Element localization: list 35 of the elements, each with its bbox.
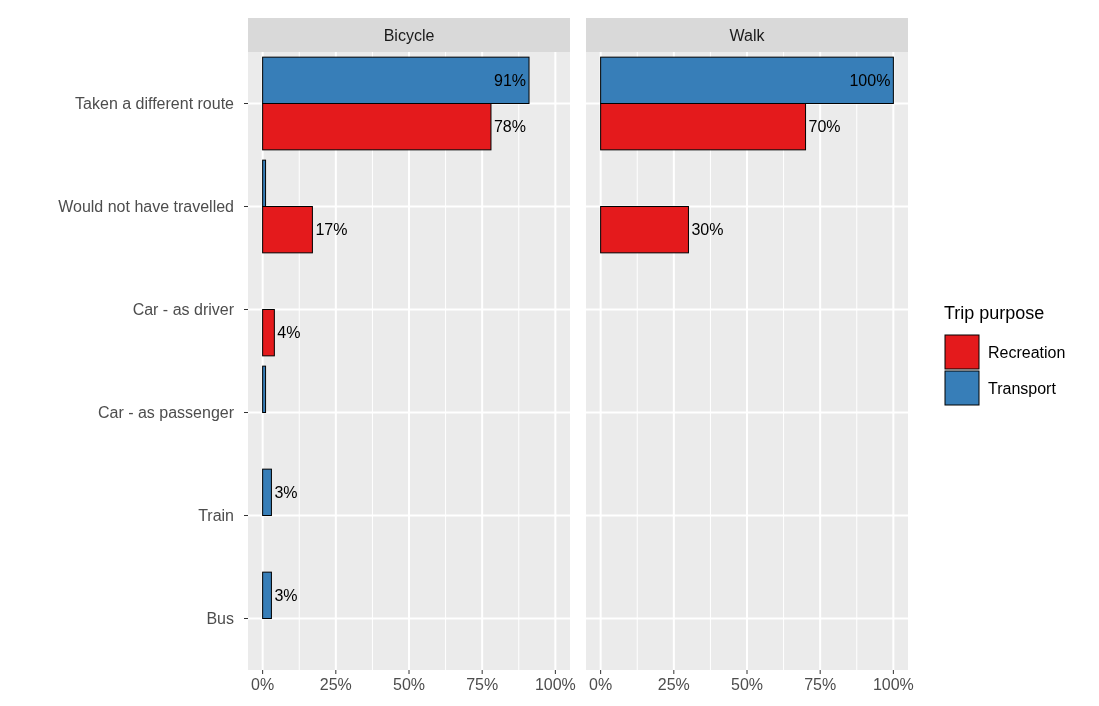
data-label: 100% bbox=[849, 71, 891, 89]
data-label: 91% bbox=[493, 71, 527, 89]
legend-label: Transport bbox=[988, 379, 1057, 397]
bar bbox=[262, 468, 272, 516]
data-label: 17% bbox=[315, 221, 348, 239]
x-tick-label: 25% bbox=[319, 676, 352, 693]
data-label: 70% bbox=[808, 118, 841, 136]
x-tick-label: 0% bbox=[251, 676, 275, 693]
data-label: 30% bbox=[691, 221, 724, 239]
x-tick-label: 50% bbox=[730, 676, 764, 693]
data-label: 3% bbox=[274, 483, 298, 501]
x-tick-label: 25% bbox=[657, 676, 690, 693]
x-tick-label: 75% bbox=[804, 676, 837, 693]
x-tick-label: 75% bbox=[466, 676, 499, 693]
x-tick-label: 50% bbox=[392, 676, 426, 693]
y-tick-label: Car - as driver bbox=[132, 301, 235, 319]
y-tick-label: Taken a different route bbox=[75, 95, 235, 113]
y-tick-label: Would not have travelled bbox=[58, 198, 234, 216]
bar bbox=[600, 206, 689, 254]
legend-label: Recreation bbox=[988, 343, 1066, 361]
y-tick-label: Train bbox=[198, 507, 234, 525]
data-label: 3% bbox=[274, 586, 298, 604]
bar bbox=[262, 309, 275, 357]
bar bbox=[262, 365, 267, 413]
data-label: 78% bbox=[493, 118, 526, 136]
bar bbox=[262, 571, 272, 619]
chart-title: Walk bbox=[729, 26, 766, 44]
data-label: 4% bbox=[277, 324, 301, 342]
x-tick-label: 100% bbox=[534, 676, 576, 693]
legend-title: Trip purpose bbox=[944, 303, 1045, 323]
y-tick-label: Bus bbox=[206, 610, 234, 628]
x-tick-label: 0% bbox=[589, 676, 613, 693]
chart-title: Bicycle bbox=[383, 26, 435, 44]
y-tick-label: Car - as passenger bbox=[97, 404, 235, 422]
x-tick-label: 100% bbox=[872, 676, 914, 693]
